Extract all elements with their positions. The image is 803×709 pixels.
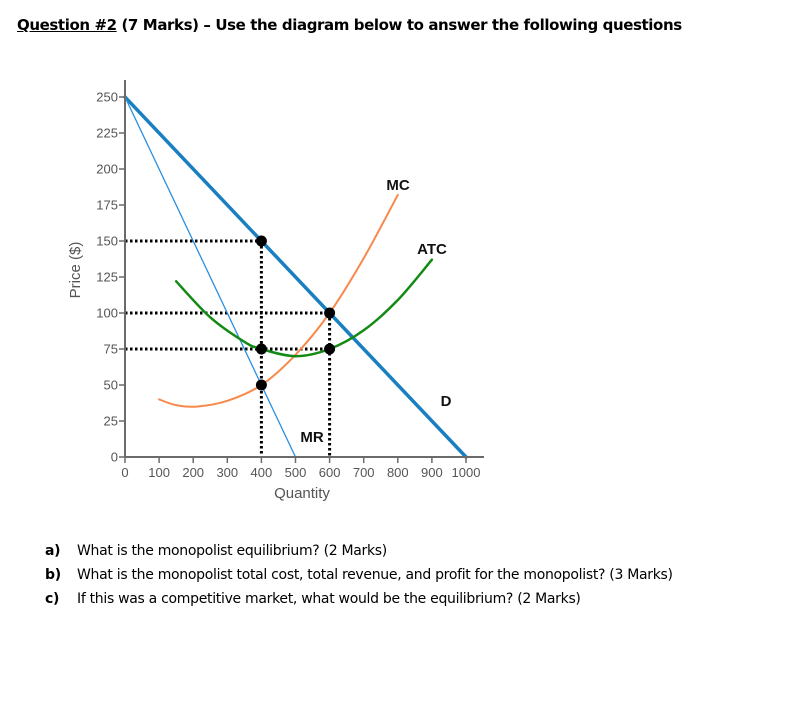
x-tick-label: 100 (148, 465, 170, 480)
marked-points (255, 235, 336, 391)
y-tick-label: 0 (111, 450, 118, 465)
d-label: D (441, 393, 452, 410)
axes: 0 25 50 75 100 125 150 175 200 225 250 0 100 200 300 40… (67, 80, 484, 502)
equilibrium-point (255, 235, 267, 247)
economics-chart: 0 25 50 75 100 125 150 175 200 225 250 0 100 200 300 40… (67, 80, 484, 502)
atc-curve (174, 258, 434, 358)
monopoly-diagram: 0 25 50 75 100 125 150 175 200 225 250 0 100 200 300 40… (67, 80, 484, 502)
atc-label: ATC (417, 241, 447, 258)
equilibrium-point (324, 343, 336, 355)
y-axis-label: Price ($) (67, 242, 84, 299)
equilibrium-point (255, 343, 267, 355)
y-tick-label: 225 (96, 126, 118, 141)
x-tick-label: 200 (182, 465, 204, 480)
x-tick-label: 0 (121, 465, 128, 480)
y-tick-label: 50 (104, 378, 118, 393)
x-tick-label: 800 (387, 465, 409, 480)
y-tick-label: 150 (96, 234, 118, 249)
question-b: b) What is the monopolist total cost, to… (45, 563, 673, 587)
question-letter: b) (45, 567, 61, 583)
x-tick-label: 400 (251, 465, 273, 480)
question-a: a) What is the monopolist equilibrium? (… (45, 539, 673, 563)
mr-label: MR (300, 429, 323, 446)
y-tick-label: 25 (104, 414, 118, 429)
equilibrium-point (255, 379, 267, 391)
question-letter: a) (45, 543, 61, 559)
curves (123, 95, 468, 459)
x-tick-label: 600 (319, 465, 341, 480)
y-tick-label: 100 (96, 306, 118, 321)
y-tick-label: 200 (96, 162, 118, 177)
question-number: Question #2 (17, 16, 117, 34)
curve-labels: MC ATC D MR (300, 177, 451, 446)
question-text: What is the monopolist total cost, total… (77, 567, 673, 583)
question-instructions: (7 Marks) – Use the diagram below to ans… (116, 16, 682, 34)
question-text: What is the monopolist equilibrium? (2 M… (77, 543, 387, 559)
question-letter: c) (45, 591, 60, 607)
x-tick-label: 900 (421, 465, 443, 480)
y-tick-label: 250 (96, 90, 118, 105)
y-tick-label: 175 (96, 198, 118, 213)
x-tick-label: 1000 (452, 465, 481, 480)
y-tick-label: 75 (104, 342, 118, 357)
question-text: If this was a competitive market, what w… (77, 591, 581, 607)
question-list: a) What is the monopolist equilibrium? (… (45, 539, 673, 611)
question-title: Question #2 (7 Marks) – Use the diagram … (17, 16, 682, 34)
dotted-guide-lines (125, 239, 332, 457)
equilibrium-point (324, 307, 336, 319)
y-tick-label: 125 (96, 270, 118, 285)
question-c: c) If this was a competitive market, wha… (45, 587, 673, 611)
x-tick-label: 500 (285, 465, 307, 480)
x-axis-label: Quantity (274, 485, 330, 502)
mr-curve (124, 96, 297, 458)
x-tick-label: 300 (216, 465, 238, 480)
d-curve (123, 95, 468, 459)
mc-label: MC (386, 177, 409, 194)
x-tick-label: 700 (353, 465, 375, 480)
